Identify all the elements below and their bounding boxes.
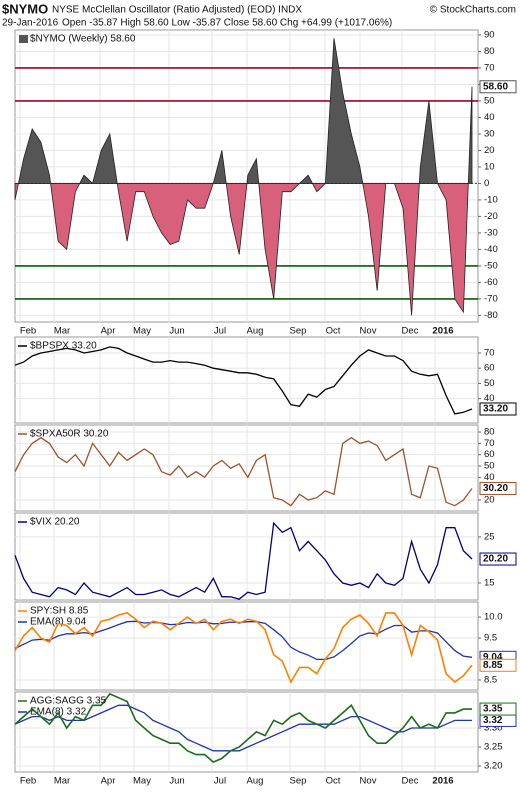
last-value-label: 30.20 (483, 483, 508, 494)
x-tick-label: Jun (169, 326, 184, 337)
y-tick-label: -40 (484, 244, 498, 255)
x-tick-label: Jun (169, 776, 184, 787)
y-tick-label: 70 (484, 62, 495, 73)
y-tick-label: 3.20 (484, 760, 503, 771)
x-tick-label: Mar (54, 776, 70, 787)
y-tick-label: 10 (484, 161, 495, 172)
y-tick-label: 50 (484, 95, 495, 106)
x-tick-label: Feb (20, 326, 36, 337)
credit: © StockCharts.com (430, 5, 516, 16)
last-value-label: 3.32 (483, 715, 503, 726)
x-tick-label: Jul (214, 326, 226, 337)
y-tick-label: 40 (484, 393, 495, 404)
y-tick-label: -30 (484, 227, 498, 238)
y-tick-label: 60 (484, 449, 495, 460)
legend-label: $SPXA50R 30.20 (30, 429, 109, 440)
y-tick-label: -20 (484, 211, 498, 222)
y-tick-label: 70 (484, 438, 495, 449)
x-tick-label: Dec (402, 776, 419, 787)
y-tick-label: 70 (484, 347, 495, 358)
last-value-label: 58.60 (483, 81, 508, 92)
last-value-box (479, 702, 517, 716)
series-line (14, 346, 473, 415)
series-line (14, 612, 473, 684)
last-value-label: 8.85 (483, 660, 503, 671)
y-tick-label: 50 (484, 461, 495, 472)
x-tick-label: Nov (360, 326, 377, 337)
x-tick-label: May (133, 326, 151, 337)
x-tick-label: Mar (54, 326, 70, 337)
y-tick-label: 20 (484, 495, 495, 506)
x-tick-label: Feb (20, 776, 36, 787)
x-tick-label: Aug (247, 776, 264, 787)
last-value-box (479, 481, 517, 495)
last-value-label: 9.04 (483, 652, 503, 663)
series-line (14, 436, 473, 507)
series-line (14, 692, 472, 764)
last-value-box (479, 552, 517, 566)
x-tick-label: Jul (214, 776, 226, 787)
legend-label: $VIX 20.20 (30, 517, 80, 528)
series-line (14, 521, 473, 600)
last-value-label: 3.35 (483, 704, 503, 715)
y-tick-label: -80 (484, 310, 498, 321)
oscillator-area (14, 38, 473, 316)
legend-label: SPY:SH 8.85 (30, 606, 89, 617)
y-tick-label: 20 (484, 145, 495, 156)
x-tick-label: Oct (326, 776, 341, 787)
x-tick-label: 2016 (432, 326, 453, 337)
y-tick-label: 10.0 (484, 612, 503, 623)
last-value-label: 33.20 (483, 404, 508, 415)
y-tick-label: 90 (484, 29, 495, 40)
x-tick-label: Sep (290, 776, 307, 787)
x-tick-label: Nov (360, 776, 377, 787)
y-tick-label: 80 (484, 46, 495, 57)
last-value-label: 20.20 (483, 554, 508, 565)
y-tick-label: 3.30 (484, 723, 503, 734)
stats: Open -35.87 High 58.60 Low -35.87 Close … (62, 18, 392, 29)
y-tick-label: -60 (484, 277, 498, 288)
legend-label: EMA(8) 9.04 (30, 617, 87, 628)
instrument-name: NYSE McClellan Oscillator (Ratio Adjuste… (52, 5, 302, 16)
x-tick-label: 2016 (432, 776, 453, 787)
x-tick-label: Oct (326, 326, 341, 337)
y-tick-label: 3.25 (484, 741, 503, 752)
y-tick-label: -70 (484, 293, 498, 304)
y-tick-label: -10 (484, 194, 498, 205)
x-tick-label: Apr (101, 326, 116, 337)
y-tick-label: 50 (484, 378, 495, 389)
legend-label: $BPSPX 33.20 (30, 341, 97, 352)
last-value-box (479, 402, 517, 416)
y-tick-label: -50 (484, 260, 498, 271)
y-tick-label: 40 (484, 112, 495, 123)
legend-label: $NYMO (Weekly) 58.60 (30, 34, 136, 45)
x-tick-label: Apr (101, 776, 116, 787)
y-tick-label: 40 (484, 472, 495, 483)
y-tick-label: 30 (484, 128, 495, 139)
x-tick-label: Sep (290, 326, 307, 337)
last-value-box (479, 80, 517, 94)
date: 29-Jan-2016 (2, 18, 59, 29)
y-tick-label: 60 (484, 363, 495, 374)
y-tick-label: 9.5 (484, 633, 497, 644)
x-tick-label: Aug (247, 326, 264, 337)
legend-swatch (19, 35, 28, 43)
y-tick-label: 15 (484, 577, 495, 588)
series-line (14, 704, 472, 752)
y-tick-label: 80 (484, 427, 495, 438)
y-tick-label: 8.5 (484, 674, 497, 685)
x-tick-label: May (133, 776, 151, 787)
x-tick-label: Dec (402, 326, 419, 337)
last-value-box (479, 658, 517, 672)
y-tick-label: 0 (484, 178, 489, 189)
y-tick-label: 25 (484, 531, 495, 542)
legend-label: AGG:SAGG 3.35 (30, 696, 107, 707)
symbol: $NYMO (2, 1, 48, 16)
